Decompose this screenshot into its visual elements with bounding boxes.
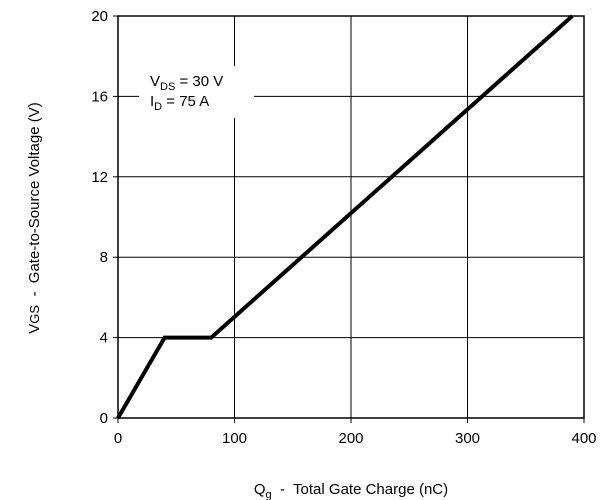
y-tick-label: 8	[100, 249, 108, 266]
x-axis-label: Qg - Total Gate Charge (nC)	[254, 481, 448, 500]
series	[116, 14, 574, 420]
x-tick-label: 0	[114, 430, 122, 447]
x-axis-label-rest: - Total Gate Charge (nC)	[272, 481, 448, 498]
x-tick-label: 400	[571, 430, 596, 447]
annotation-vds-sub: DS	[160, 81, 175, 93]
annotation-id: ID = 75 A	[150, 93, 209, 113]
ticks: 0 100 200 300 400 0 4 8 12 16 20	[91, 8, 596, 447]
annotation-background	[139, 66, 254, 118]
y-axis-label-sub: GS	[27, 305, 42, 324]
y-tick-label: 4	[100, 330, 108, 347]
y-tick-label: 12	[91, 169, 108, 186]
y-axis-label: VGS - Gate-to-Source Voltage (V)	[26, 102, 43, 333]
y-tick-label: 0	[100, 410, 108, 427]
annotation-id-sub: D	[154, 101, 162, 113]
y-tick-label: 16	[91, 88, 108, 105]
x-tick-label: 300	[455, 430, 480, 447]
x-axis-label-main: Q	[254, 481, 266, 498]
y-tick-label: 20	[91, 8, 108, 25]
series-line	[116, 14, 574, 420]
x-tick-label: 100	[222, 430, 247, 447]
annotation-vds: VDS = 30 V	[150, 73, 223, 93]
annotation-id-rest: = 75 A	[162, 93, 209, 110]
annotation-vds-main: V	[150, 73, 160, 90]
y-axis-label-main: V	[26, 324, 43, 334]
annotation-vds-rest: = 30 V	[175, 73, 223, 90]
x-axis-label-sub: g	[266, 489, 272, 500]
y-axis-label-rest: - Gate-to-Source Voltage (V)	[26, 102, 43, 305]
annotation-id-main: I	[150, 93, 154, 110]
x-tick-label: 200	[338, 430, 363, 447]
